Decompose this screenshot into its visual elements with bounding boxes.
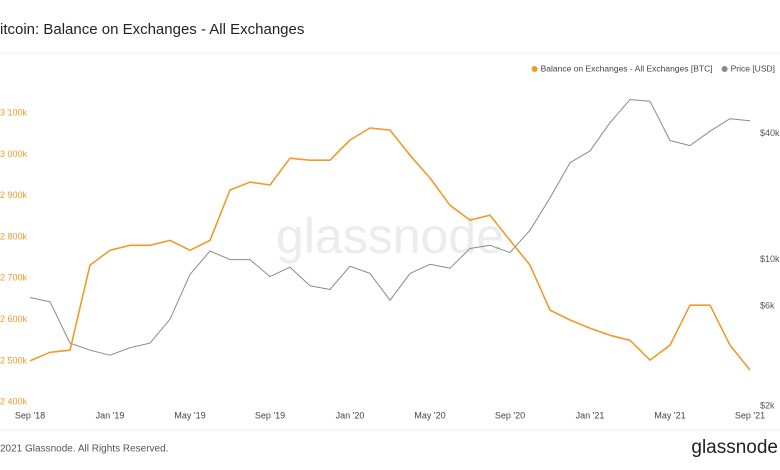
legend-label: Price [USD] xyxy=(731,63,775,73)
y2-tick-label: $10k xyxy=(760,254,780,264)
x-tick-label: Sep '18 xyxy=(15,410,45,420)
x-tick-label: May '21 xyxy=(654,410,685,420)
y-tick-label: 2 500k xyxy=(0,355,27,365)
x-tick-label: Sep '20 xyxy=(495,410,525,420)
y-tick-label: 3 100k xyxy=(0,108,27,118)
x-tick-label: Jan '21 xyxy=(576,410,605,420)
legend-label: Balance on Exchanges - All Exchanges [BT… xyxy=(541,63,713,73)
x-tick-label: May '19 xyxy=(174,410,205,420)
legend-marker xyxy=(721,66,728,72)
y2-tick-label: $6k xyxy=(760,301,775,311)
x-tick-label: May '20 xyxy=(414,410,445,420)
x-tick-label: Jan '19 xyxy=(96,410,125,420)
watermark: glassnode xyxy=(276,208,504,264)
x-tick-label: Sep '19 xyxy=(255,410,285,420)
y-tick-label: 2 800k xyxy=(0,231,27,241)
y-tick-label: 3 000k xyxy=(0,149,27,159)
brand: glassnode xyxy=(691,437,778,458)
x-tick-label: Jan '20 xyxy=(336,410,365,420)
footer: 2021 Glassnode. All Rights Reserved. xyxy=(0,444,168,455)
y-tick-label: 2 900k xyxy=(0,190,27,200)
y-tick-label: 2 600k xyxy=(0,314,27,324)
y2-tick-label: $40k xyxy=(760,128,780,138)
chart-title: itcoin: Balance on Exchanges - All Excha… xyxy=(0,21,304,38)
legend-marker xyxy=(531,66,538,72)
line-series xyxy=(29,127,751,371)
y-tick-label: 2 700k xyxy=(0,273,27,283)
line-series xyxy=(29,99,751,356)
y-tick-label: 2 400k xyxy=(0,397,27,407)
x-tick-label: Sep '21 xyxy=(735,410,765,420)
y2-tick-label: $2k xyxy=(760,401,775,411)
